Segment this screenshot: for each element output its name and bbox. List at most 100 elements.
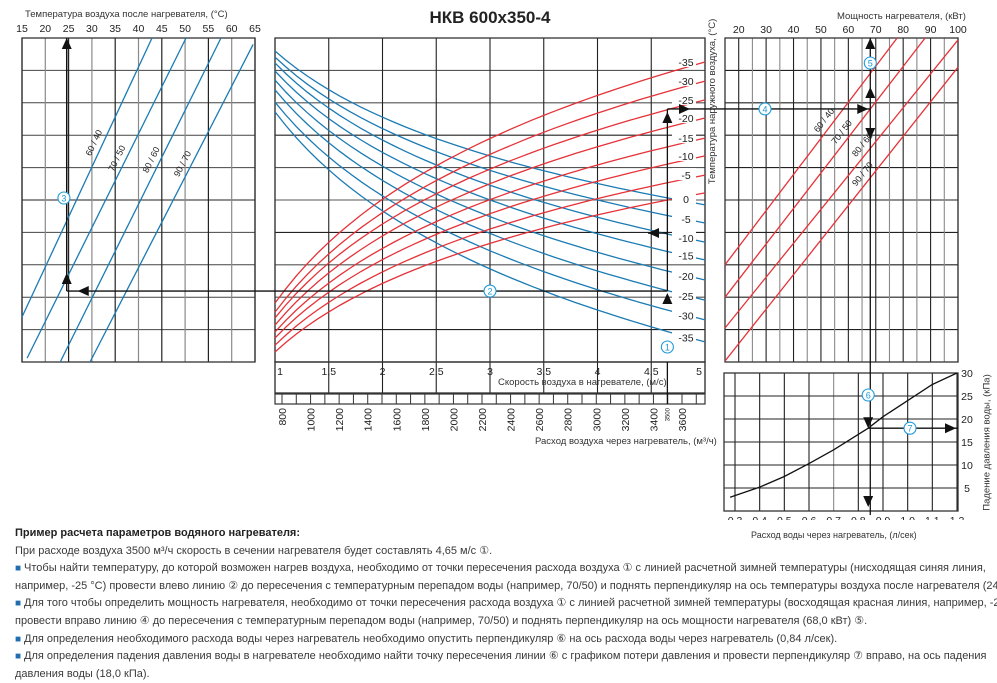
airflow-tick-label: 2800 xyxy=(563,408,575,432)
label-background xyxy=(672,308,696,321)
waterflow-tick-label: 0,7 xyxy=(826,515,841,520)
outlet-temp-tick-label: 60 xyxy=(226,23,238,35)
outdoor-temp-label: -25 xyxy=(678,291,693,303)
outdoor-temp-label: -5 xyxy=(681,214,690,226)
water-temp-line xyxy=(724,37,898,266)
example-line-3a: Для того чтобы определить мощность нагре… xyxy=(24,597,997,610)
label-background xyxy=(672,74,696,87)
waterflow-tick-label: 1,0 xyxy=(900,515,915,520)
outdoor-temp-label: -15 xyxy=(678,251,693,263)
step-marker-circle xyxy=(57,191,71,205)
water-temp-line-label: 90 / 70 xyxy=(172,149,193,178)
airflow-tick-label: 1000 xyxy=(306,408,318,432)
label-background xyxy=(672,268,696,281)
waterflow-tick-label: 1,1 xyxy=(925,515,940,520)
power-tick-label: 20 xyxy=(733,24,745,36)
arrow-icon xyxy=(61,38,72,49)
outlet-temp-tick-label: 35 xyxy=(109,23,121,35)
water-temp-line xyxy=(59,37,222,363)
example-line-5a: Для определения падения давления воды в … xyxy=(24,650,987,663)
power-axis-label: Мощность нагревателя, (кВт) xyxy=(837,11,966,22)
step-marker-number: 3 xyxy=(61,194,66,204)
speed-tick-label: 4 xyxy=(595,366,601,378)
arrow-icon xyxy=(865,127,876,139)
label-background xyxy=(672,168,696,181)
chart-title: НКВ 600х350-4 xyxy=(429,8,551,27)
water-temp-line-label: 80 / 60 xyxy=(141,145,162,174)
pressure-panel-frame xyxy=(723,372,959,512)
airflow-tick-label: 1800 xyxy=(420,408,432,432)
power-panel-frame xyxy=(724,37,959,363)
example-line-1: При расходе воздуха 3500 м³/ч скорость в… xyxy=(15,544,493,557)
outdoor-temp-axis-label: Температура наружного воздуха, (°C) xyxy=(707,18,718,185)
waterflow-tick-label: 0,9 xyxy=(876,515,891,520)
outlet-temp-tick-label: 30 xyxy=(86,23,98,35)
pressure-tick-label: 15 xyxy=(961,437,973,449)
pressure-axis-label: Падение давления воды, (кПа) xyxy=(981,374,993,511)
outdoor-temp-label: -20 xyxy=(678,113,693,125)
outdoor-temp-label: -10 xyxy=(678,233,693,245)
water-temp-line xyxy=(26,37,187,359)
water-temp-line xyxy=(724,66,959,362)
speed-tick-label: 4,5 xyxy=(644,366,659,378)
outlet-temp-tick-label: 25 xyxy=(63,23,75,35)
outdoor-temp-label: -25 xyxy=(678,95,693,107)
step-marker-number: 1 xyxy=(665,343,670,353)
speed-tick-label: 2,5 xyxy=(429,366,444,378)
outlet-temp-tick-label: 65 xyxy=(249,23,261,35)
label-background xyxy=(672,131,696,144)
outlet-temp-tick-label: 20 xyxy=(39,23,51,35)
power-tick-label: 70 xyxy=(870,24,882,36)
outlet-temp-axis-label: Температура воздуха после нагревателя, (… xyxy=(25,9,228,20)
outdoor-temp-label: -5 xyxy=(681,170,690,182)
arrow-icon xyxy=(662,111,673,123)
bullet-icon: ■ xyxy=(15,598,22,610)
power-tick-label: 80 xyxy=(897,24,909,36)
outdoor-temp-ascending-line xyxy=(274,137,706,333)
arrow-icon xyxy=(865,86,876,98)
outdoor-temp-descending-line xyxy=(274,79,706,281)
waterflow-tick-label: 1,2 xyxy=(950,515,965,520)
water-temp-line-label: 60 / 40 xyxy=(84,128,105,157)
speed-tick-label: 1 xyxy=(277,366,283,378)
waterflow-axis-label: Расход воды через нагреватель, (л/сек) xyxy=(751,530,917,540)
arrow-icon xyxy=(865,38,876,49)
label-background xyxy=(672,192,696,205)
outdoor-temp-label: -35 xyxy=(678,57,693,69)
bullet-icon: ■ xyxy=(15,633,22,645)
airflow-axis-label: Расход воздуха через нагреватель, (м³/ч) xyxy=(535,436,717,447)
airflow-tick-label: 1200 xyxy=(334,408,346,432)
outdoor-temp-descending-line xyxy=(274,50,706,206)
outdoor-temp-descending-line xyxy=(274,89,706,301)
label-background xyxy=(672,248,696,261)
step-marker-number: 4 xyxy=(762,104,767,114)
water-temp-line-label: 70 / 50 xyxy=(106,144,127,173)
outdoor-temp-label: 0 xyxy=(683,194,689,206)
airflow-tick-label: 2000 xyxy=(448,408,460,432)
step-marker-number: 7 xyxy=(907,424,912,434)
outlet-temp-tick-label: 55 xyxy=(203,23,215,35)
arrow-icon xyxy=(863,496,874,507)
power-tick-label: 50 xyxy=(815,24,827,36)
label-background xyxy=(672,230,696,243)
water-temp-line xyxy=(21,37,153,318)
arrow-icon xyxy=(77,286,89,297)
outdoor-temp-ascending-line xyxy=(274,61,706,304)
water-temp-line xyxy=(89,44,254,363)
bullet-icon: ■ xyxy=(15,563,22,575)
label-background xyxy=(672,92,696,105)
airflow-tick-label: 2200 xyxy=(477,408,489,432)
outdoor-temp-ascending-line xyxy=(274,99,706,319)
speed-tick-label: 3,5 xyxy=(536,366,551,378)
arrow-icon xyxy=(61,273,72,285)
speed-tick-label: 2 xyxy=(380,366,386,378)
airflow-tick-label: 3200 xyxy=(620,408,632,432)
airflow-tick-label: 3000 xyxy=(591,408,603,432)
power-tick-label: 60 xyxy=(843,24,855,36)
pressure-tick-label: 25 xyxy=(961,391,973,403)
airflow-tick-label: 3600 xyxy=(677,408,689,432)
arrow-icon xyxy=(945,423,956,434)
outdoor-temp-descending-line xyxy=(274,101,706,321)
power-tick-label: 30 xyxy=(760,24,772,36)
airflow-axis-strip xyxy=(274,393,706,405)
